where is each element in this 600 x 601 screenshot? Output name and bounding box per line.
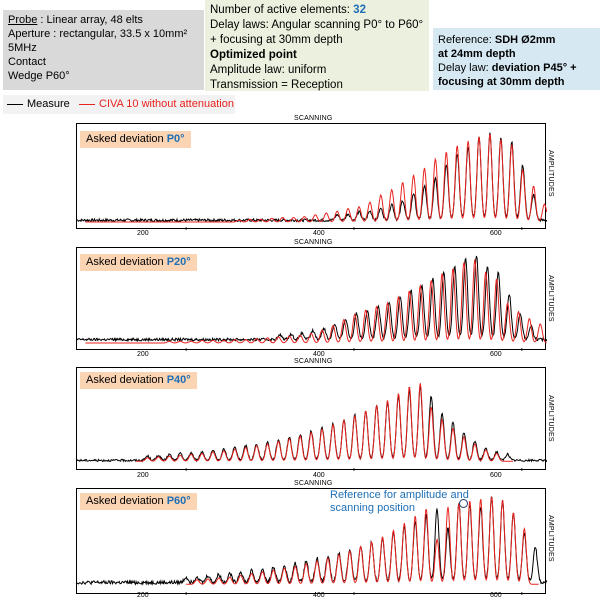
series-measure-line xyxy=(77,255,547,343)
panel-4-badge: Asked deviation P60° xyxy=(80,493,197,510)
panel-1-badge-value: P0° xyxy=(166,133,185,145)
series-civa-line xyxy=(85,259,547,344)
panel-3-badge: Asked deviation P40° xyxy=(80,372,197,389)
panel-1-tick-400: 400 xyxy=(313,230,325,237)
series-civa-line xyxy=(186,496,539,585)
panel-4-chart xyxy=(77,496,547,595)
legend-measure-label: Measure xyxy=(27,98,70,110)
active-elements-label: Number of active elements: xyxy=(210,4,354,16)
panel-2-ylabel: AMPLITUDES xyxy=(547,275,554,322)
panel-2-plot xyxy=(76,247,547,351)
reference-depth: at 24mm depth xyxy=(438,48,516,60)
reference-focusing: focusing at 30mm depth xyxy=(438,76,565,88)
active-elements-count: 32 xyxy=(353,4,366,16)
panel-3-tick-600: 600 xyxy=(490,472,502,479)
reference-sdh: SDH Ø2mm xyxy=(494,34,556,46)
panel-4-tick-200: 200 xyxy=(137,592,149,599)
panel-3-title: SCANNING xyxy=(294,358,333,365)
panel-1-badge-label: Asked deviation xyxy=(86,133,167,145)
panel-4-ylabel: AMPLITUDES xyxy=(547,515,554,562)
reference-label: Reference: xyxy=(438,34,495,46)
panel-1-tick-600: 600 xyxy=(490,230,502,237)
panel-2-title: SCANNING xyxy=(294,239,333,246)
panel-4-tick-600: 600 xyxy=(490,592,502,599)
panel-2-tick-400: 400 xyxy=(313,351,325,358)
probe-frequency: 5MHz xyxy=(8,42,37,54)
panel-3-tick-400: 400 xyxy=(313,472,325,479)
probe-info-box: Probe : Linear array, 48 elts Aperture :… xyxy=(3,10,204,90)
reference-law-value: deviation P45° + xyxy=(491,62,577,74)
panel-3-chart xyxy=(77,383,547,471)
transmission-line: Transmission = Reception xyxy=(210,79,343,91)
panel-4-tick-400: 400 xyxy=(313,592,325,599)
series-civa-line xyxy=(135,383,514,462)
legend-civa-label: CIVA 10 without attenuation xyxy=(99,98,234,110)
panel-3-tick-200: 200 xyxy=(137,472,149,479)
delay-laws-box: Number of active elements: 32 Delay laws… xyxy=(205,0,429,91)
amplitude-law-line: Amplitude law: uniform xyxy=(210,64,327,76)
probe-contact: Contact xyxy=(8,56,46,68)
panel-3-badge-value: P40° xyxy=(166,374,191,386)
reference-marker-icon xyxy=(459,499,468,508)
reference-annotation: Reference for amplitude and scanning pos… xyxy=(330,489,469,514)
probe-wedge: Wedge P60° xyxy=(8,70,70,82)
panel-1-title: SCANNING xyxy=(294,115,333,122)
legend: Measure CIVA 10 without attenuation xyxy=(3,95,235,114)
reference-box: Reference: SDH Ø2mm at 24mm depth Delay … xyxy=(433,28,600,90)
probe-aperture: Aperture : rectangular, 33.5 x 10mm² xyxy=(8,28,188,40)
series-civa-line xyxy=(85,134,547,223)
delay-law-line: Delay laws: Angular scanning P0° to P60° xyxy=(210,19,424,31)
reference-line: Reference: SDH Ø2mm xyxy=(438,33,595,47)
panel-4-badge-label: Asked deviation xyxy=(86,495,167,507)
legend-civa: CIVA 10 without attenuation xyxy=(79,95,234,114)
reference-law-line: Delay law: deviation P45° + xyxy=(438,61,595,75)
panel-1-tick-200: 200 xyxy=(137,230,149,237)
panel-2-tick-200: 200 xyxy=(137,351,149,358)
panel-4-title: SCANNING xyxy=(294,480,333,487)
panel-3-badge-label: Asked deviation xyxy=(86,374,167,386)
legend-measure: Measure xyxy=(7,95,70,114)
probe-label: Probe xyxy=(8,14,38,26)
panel-1-chart xyxy=(77,132,547,230)
civa-line-icon xyxy=(79,104,95,105)
panel-3-ylabel: AMPLITUDES xyxy=(547,395,554,442)
active-elements-line: Number of active elements: 32 xyxy=(210,3,424,18)
panel-2-chart xyxy=(77,255,547,351)
panel-2-badge-label: Asked deviation xyxy=(86,256,167,268)
panel-2-badge: Asked deviation P20° xyxy=(80,254,197,271)
panel-4-badge-value: P60° xyxy=(166,495,191,507)
optimized-point-line: Optimized point xyxy=(210,49,297,61)
panel-2-tick-600: 600 xyxy=(490,351,502,358)
probe-type: : Linear array, 48 elts xyxy=(37,14,143,26)
panel-1-ylabel: AMPLITUDES xyxy=(547,150,554,197)
focusing-line: + focusing at 30mm depth xyxy=(210,34,343,46)
panel-2-badge-value: P20° xyxy=(166,256,191,268)
measure-line-icon xyxy=(7,104,23,105)
probe-header: Probe : Linear array, 48 elts xyxy=(8,13,199,27)
panel-1-badge: Asked deviation P0° xyxy=(80,131,191,148)
reference-law-label: Delay law: xyxy=(438,62,492,74)
